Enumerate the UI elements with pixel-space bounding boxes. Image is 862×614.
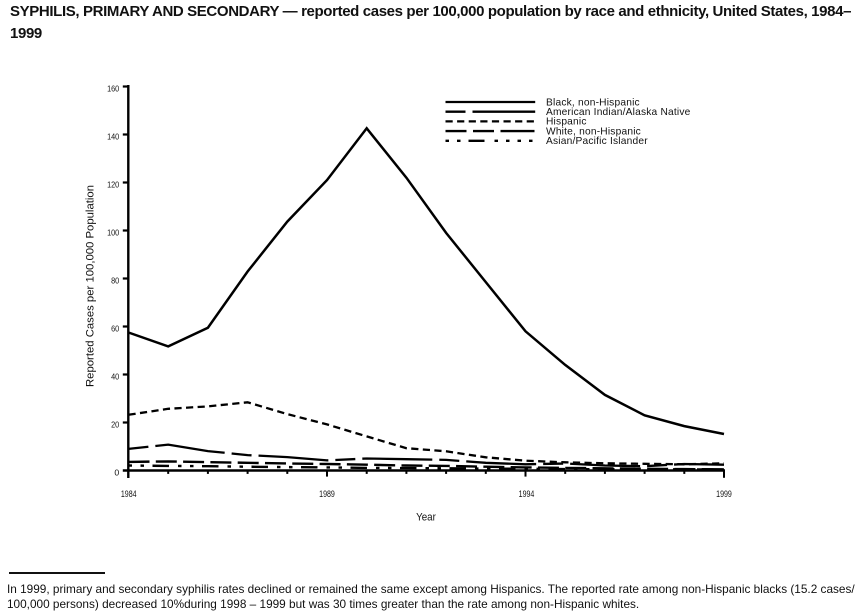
svg-text:Asian/Pacific Islander: Asian/Pacific Islander bbox=[546, 136, 648, 147]
svg-text:20: 20 bbox=[111, 419, 119, 429]
svg-text:Hispanic: Hispanic bbox=[546, 117, 587, 128]
svg-text:1999: 1999 bbox=[716, 489, 732, 499]
svg-text:1984: 1984 bbox=[121, 489, 137, 499]
svg-text:Year: Year bbox=[416, 511, 436, 523]
svg-text:80: 80 bbox=[111, 275, 119, 285]
svg-text:1994: 1994 bbox=[519, 489, 535, 499]
svg-text:40: 40 bbox=[111, 371, 119, 381]
svg-text:0: 0 bbox=[114, 467, 119, 477]
svg-text:120: 120 bbox=[107, 179, 119, 189]
svg-text:Reported Cases per 100,000 Pop: Reported Cases per 100,000 Population bbox=[85, 185, 97, 387]
svg-text:100: 100 bbox=[107, 227, 119, 237]
svg-text:1989: 1989 bbox=[319, 489, 335, 499]
svg-text:American Indian/Alaska Native: American Indian/Alaska Native bbox=[546, 107, 691, 118]
svg-text:160: 160 bbox=[107, 83, 119, 93]
svg-text:60: 60 bbox=[111, 323, 119, 333]
svg-text:White, non-Hispanic: White, non-Hispanic bbox=[546, 126, 641, 137]
svg-text:Black, non-Hispanic: Black, non-Hispanic bbox=[546, 97, 640, 108]
svg-text:140: 140 bbox=[107, 131, 119, 141]
